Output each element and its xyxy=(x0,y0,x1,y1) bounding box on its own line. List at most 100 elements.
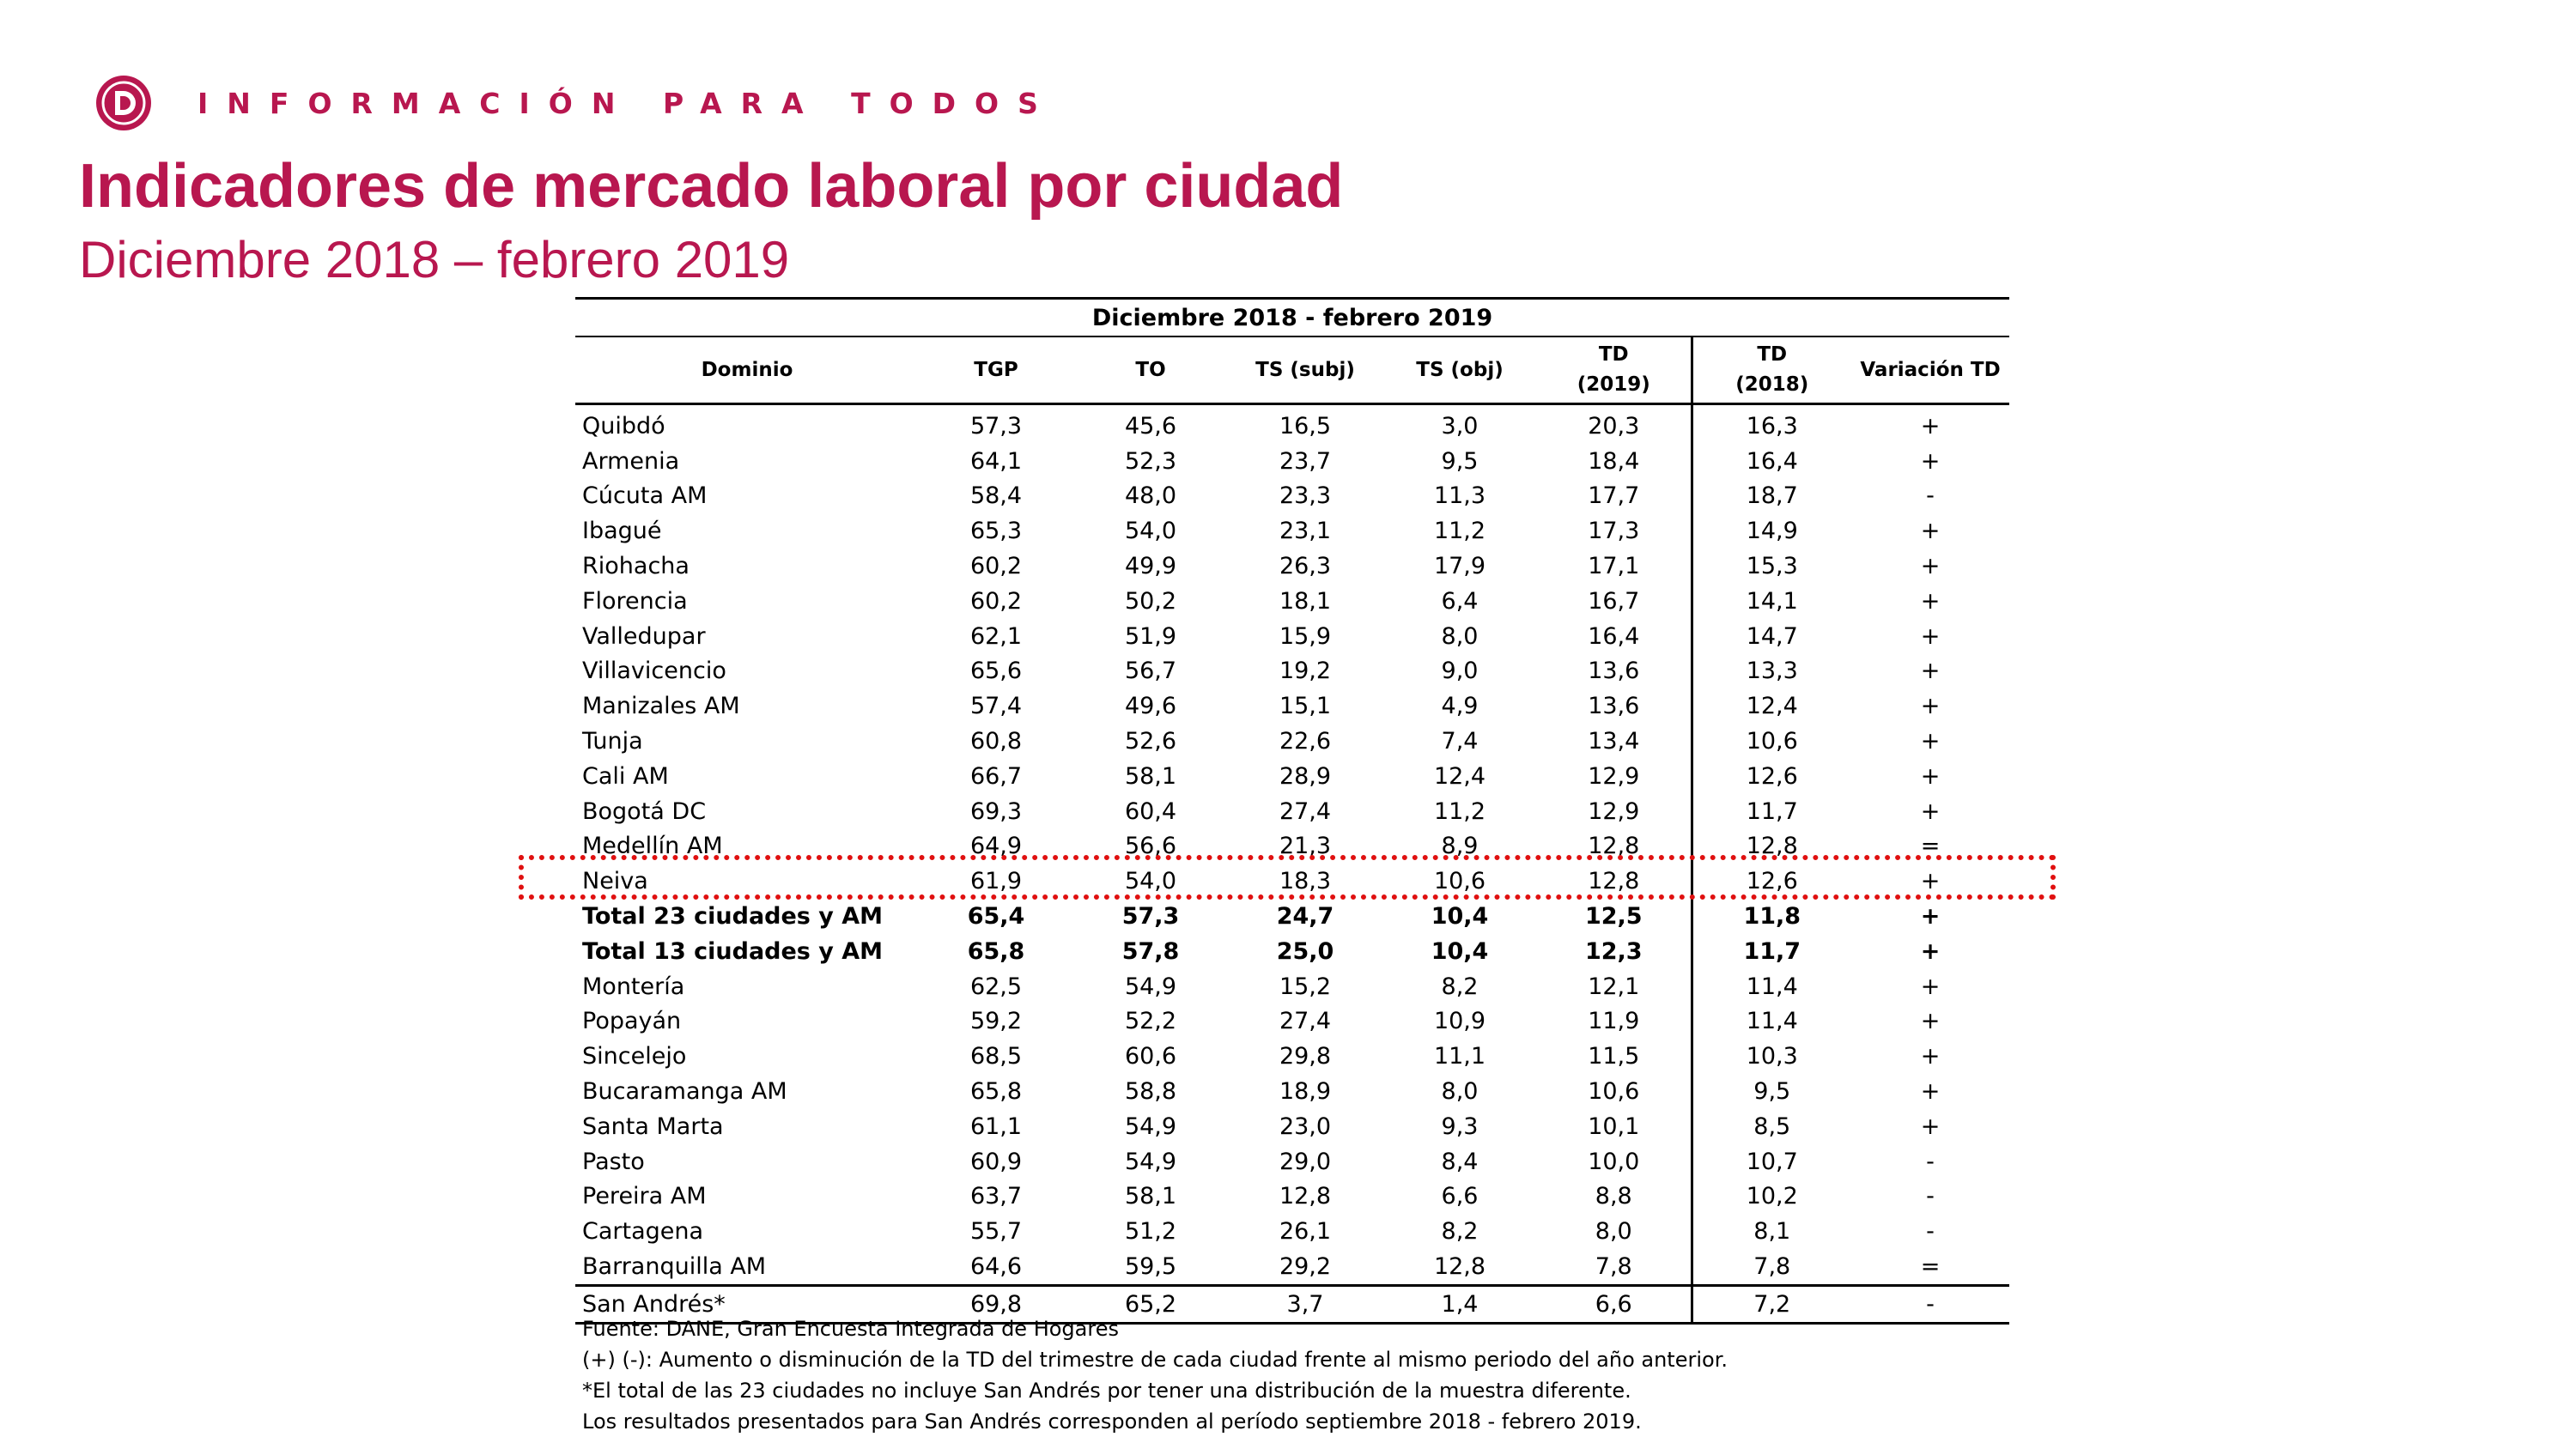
cell-dominio: Cali AM xyxy=(582,762,669,790)
cell-to: 45,6 xyxy=(1124,412,1177,440)
cell-to: 56,7 xyxy=(1124,658,1177,685)
cell-td2019: 12,9 xyxy=(1537,758,1693,794)
cell-dominio: Total 13 ciudades y AM xyxy=(582,937,884,965)
cell-ts-subj: 22,6 xyxy=(1279,728,1332,755)
cell-var: + xyxy=(1920,973,1941,1000)
cell-ts-subj: 25,0 xyxy=(1276,937,1334,965)
cell-td2019: 10,0 xyxy=(1537,1143,1693,1179)
table-row: Valledupar 62,1 51,9 15,9 8,0 16,4 14,7 + xyxy=(575,618,2009,654)
cell-ts-subj: 15,2 xyxy=(1279,973,1332,1000)
cell-td2018: 11,8 xyxy=(1743,903,1801,931)
col-header-td-2018-line1: TD xyxy=(1757,343,1788,366)
cell-td2018: 12,6 xyxy=(1746,762,1798,790)
cell-ts-subj: 18,1 xyxy=(1279,587,1332,615)
cell-tgp: 61,1 xyxy=(969,1113,1023,1140)
cell-ts-obj: 8,4 xyxy=(1441,1148,1479,1175)
cell-tgp: 57,4 xyxy=(969,693,1023,720)
cell-ts-obj: 10,9 xyxy=(1433,1008,1486,1035)
cell-to: 49,9 xyxy=(1124,553,1177,580)
col-header-dominio: Dominio xyxy=(575,336,919,405)
cell-td2018: 11,7 xyxy=(1746,797,1798,825)
note-san-andres-period: Los resultados presentados para San Andr… xyxy=(582,1410,1642,1434)
cell-to: 65,2 xyxy=(1073,1283,1228,1325)
cell-to: 54,0 xyxy=(1124,518,1177,545)
cell-ts-obj: 3,0 xyxy=(1441,412,1479,440)
cell-dominio: Popayán xyxy=(582,1008,682,1035)
cell-to: 57,8 xyxy=(1121,937,1180,965)
cell-ts-obj: 9,3 xyxy=(1441,1113,1479,1140)
table-row: Villavicencio 65,6 56,7 19,2 9,0 13,6 13,3 + xyxy=(575,653,2009,689)
cell-td2019: 13,6 xyxy=(1537,688,1693,724)
table-row: Bogotá DC 69,3 60,4 27,4 11,2 12,9 11,7 + xyxy=(575,793,2009,829)
cell-ts-subj: 23,7 xyxy=(1279,447,1332,475)
cell-var: + xyxy=(1920,762,1941,790)
brand-tagline: INFORMACIÓN PARA TODOS xyxy=(197,86,1057,120)
table-row: Santa Marta 61,1 54,9 23,0 9,3 10,1 8,5 + xyxy=(575,1108,2009,1144)
cell-ts-obj: 17,9 xyxy=(1433,553,1486,580)
cell-var: + xyxy=(1920,518,1941,545)
cell-var: - xyxy=(1926,1218,1935,1246)
cell-dominio: Pasto xyxy=(582,1148,645,1175)
cell-td2019: 8,0 xyxy=(1537,1214,1693,1250)
cell-tgp: 66,7 xyxy=(969,762,1023,790)
cell-var: - xyxy=(1926,482,1935,510)
labor-market-table: Diciembre 2018 - febrero 2019 Dominio TG… xyxy=(575,297,2010,1325)
cell-td2019: 10,1 xyxy=(1537,1108,1693,1144)
cell-td2019: 10,6 xyxy=(1537,1074,1693,1109)
cell-var: + xyxy=(1920,1043,1941,1070)
cell-td2019: 16,4 xyxy=(1537,618,1693,654)
table-period-header: Diciembre 2018 - febrero 2019 xyxy=(575,297,2010,337)
cell-td2019: 12,8 xyxy=(1537,864,1693,900)
cell-ts-obj: 11,1 xyxy=(1433,1043,1486,1070)
table-row: Total 13 ciudades y AM 65,8 57,8 25,0 10,4 12… xyxy=(575,933,2009,969)
cell-dominio: Total 23 ciudades y AM xyxy=(582,903,884,931)
cell-dominio: Santa Marta xyxy=(582,1113,724,1140)
note-san-andres-total: *El total de las 23 ciudades no incluye … xyxy=(582,1379,1631,1403)
cell-td2018: 8,5 xyxy=(1753,1113,1791,1140)
cell-td2018: 18,7 xyxy=(1746,482,1798,510)
cell-ts-subj: 16,5 xyxy=(1279,412,1332,440)
cell-dominio: Barranquilla AM xyxy=(582,1253,767,1281)
cell-tgp: 58,4 xyxy=(969,482,1023,510)
table-row: Armenia 64,1 52,3 23,7 9,5 18,4 16,4 + xyxy=(575,443,2009,479)
table-row: Cartagena 55,7 51,2 26,1 8,2 8,0 8,1 - xyxy=(575,1214,2009,1250)
cell-ts-obj: 8,2 xyxy=(1441,973,1479,1000)
cell-dominio: Tunja xyxy=(582,728,643,755)
cell-td2019: 17,7 xyxy=(1537,478,1693,514)
cell-to: 58,8 xyxy=(1124,1078,1177,1106)
cell-var: + xyxy=(1920,868,1941,895)
cell-ts-obj: 4,9 xyxy=(1441,693,1479,720)
col-header-ts-obj: TS (obj) xyxy=(1382,336,1537,405)
cell-ts-obj: 12,4 xyxy=(1433,762,1486,790)
cell-to: 52,6 xyxy=(1124,728,1177,755)
cell-to: 52,3 xyxy=(1124,447,1177,475)
dane-logo-icon xyxy=(96,76,151,130)
cell-ts-obj: 8,0 xyxy=(1441,622,1479,650)
cell-td2019: 20,3 xyxy=(1537,403,1693,444)
table-row: Riohacha 60,2 49,9 26,3 17,9 17,1 15,3 + xyxy=(575,549,2009,584)
cell-var: - xyxy=(1926,1148,1935,1175)
col-header-td-2019-line2: (2019) xyxy=(1577,373,1650,396)
cell-dominio: Cartagena xyxy=(582,1218,704,1246)
cell-to: 60,6 xyxy=(1124,1043,1177,1070)
cell-ts-obj: 12,8 xyxy=(1433,1253,1486,1281)
cell-td2019: 18,4 xyxy=(1537,443,1693,479)
cell-dominio: Sincelejo xyxy=(582,1043,687,1070)
cell-ts-subj: 23,3 xyxy=(1279,482,1332,510)
cell-ts-subj: 18,3 xyxy=(1279,868,1332,895)
cell-ts-obj: 6,6 xyxy=(1441,1183,1479,1210)
cell-to: 51,2 xyxy=(1124,1218,1177,1246)
page-subtitle: Diciembre 2018 – febrero 2019 xyxy=(79,231,790,288)
cell-dominio: Montería xyxy=(582,973,685,1000)
cell-to: 58,1 xyxy=(1124,1183,1177,1210)
note-source: Fuente: DANE, Gran Encuesta Integrada de… xyxy=(582,1317,1119,1341)
cell-ts-subj: 3,7 xyxy=(1228,1283,1382,1325)
cell-ts-obj: 8,2 xyxy=(1441,1218,1479,1246)
cell-ts-subj: 19,2 xyxy=(1279,658,1332,685)
cell-to: 59,5 xyxy=(1124,1253,1177,1281)
cell-td2019: 16,7 xyxy=(1537,583,1693,619)
cell-ts-subj: 24,7 xyxy=(1276,903,1334,931)
cell-var: = xyxy=(1920,833,1941,860)
table-row: Neiva 61,9 54,0 18,3 10,6 12,8 12,6 + xyxy=(575,864,2009,900)
cell-ts-obj: 10,4 xyxy=(1431,903,1489,931)
